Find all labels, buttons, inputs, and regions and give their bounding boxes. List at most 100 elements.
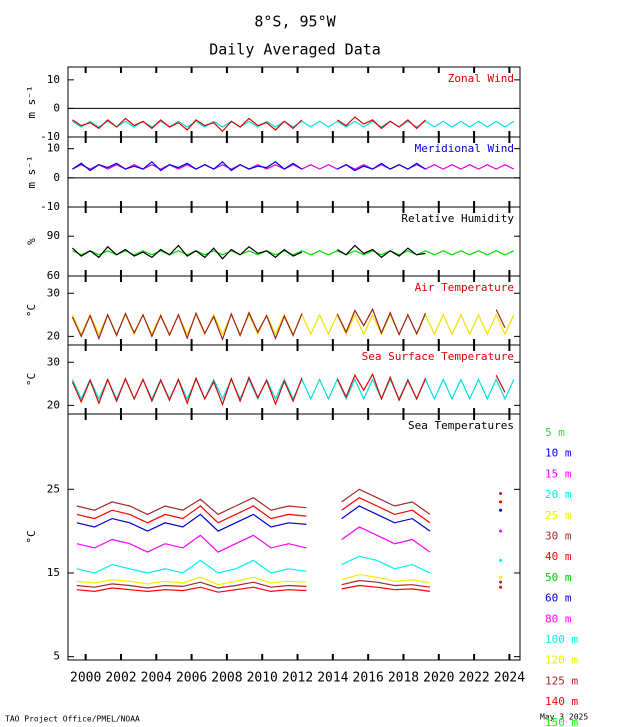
x-tick-label: 2022 (458, 671, 489, 686)
legend-label: 140 m (545, 695, 578, 708)
y-tick-label: 60 (47, 269, 60, 282)
chart-subtitle: Daily Averaged Data (209, 41, 381, 59)
data-point (499, 585, 503, 589)
legend-label: 5 m (545, 426, 565, 439)
data-line (72, 160, 303, 172)
panel-title: Relative Humidity (401, 212, 514, 225)
data-line (71, 311, 303, 342)
legend-label: 25 m (545, 509, 572, 522)
data-point (499, 575, 503, 579)
data-line (336, 307, 427, 337)
panel-frame (67, 413, 521, 661)
data-line (76, 497, 307, 516)
y-tick-label: 90 (47, 229, 60, 242)
data-line (71, 244, 303, 260)
y-tick-label: 20 (47, 329, 60, 342)
legend-label: 15 m (545, 467, 572, 480)
x-tick-label: 2014 (317, 671, 348, 686)
data-line (336, 372, 427, 402)
y-tick-label: 20 (47, 398, 60, 411)
x-tick-label: 2006 (176, 671, 207, 686)
legend-label: 120 m (545, 654, 578, 667)
legend-label: 80 m (545, 612, 572, 625)
legend-label: 60 m (545, 592, 572, 605)
y-tick-label: 0 (53, 101, 60, 114)
y-tick-label: -10 (40, 200, 60, 213)
data-line (71, 375, 303, 407)
data-line (76, 534, 307, 553)
y-tick-label: 0 (53, 171, 60, 184)
y-axis-label: m s⁻¹ (25, 155, 38, 188)
x-tick-label: 2002 (105, 671, 136, 686)
legend-label: 30 m (545, 530, 572, 543)
data-line (72, 117, 303, 133)
legend-label: 100 m (545, 633, 578, 646)
data-line (336, 244, 426, 259)
data-line (76, 581, 307, 589)
date: May 3 2025 (540, 713, 588, 722)
x-tick-label: 2024 (494, 671, 525, 686)
data-point (499, 500, 503, 504)
y-axis-label: °C (25, 304, 38, 317)
y-axis-label: °C (25, 373, 38, 386)
data-line (341, 505, 431, 532)
data-line (495, 374, 506, 393)
data-point (499, 558, 503, 562)
y-tick-label: 30 (47, 286, 60, 299)
data-point (499, 491, 503, 495)
credit: TAO Project Office/PMEL/NOAA (5, 715, 140, 724)
y-tick-label: 10 (47, 73, 60, 86)
data-line (72, 250, 515, 256)
panel-title: Sea Surface Temperature (362, 350, 514, 363)
x-tick-label: 2018 (388, 671, 419, 686)
legend-label: 20 m (545, 488, 572, 501)
data-line (76, 513, 307, 532)
data-line (337, 162, 426, 172)
y-tick-label: 15 (47, 566, 60, 579)
panel-title: Meridional Wind (415, 142, 514, 155)
y-axis-label: °C (25, 530, 38, 543)
y-tick-label: 10 (47, 142, 60, 155)
y-axis-label: m s⁻¹ (25, 85, 38, 118)
chart-title: 8°S, 95°W (254, 13, 336, 31)
y-tick-label: 5 (53, 650, 60, 663)
data-line (76, 586, 307, 593)
x-tick-label: 2004 (141, 671, 172, 686)
data-line (341, 574, 431, 584)
x-tick-label: 2008 (211, 671, 242, 686)
data-point (499, 508, 503, 512)
x-tick-label: 2010 (247, 671, 278, 686)
data-point (499, 580, 503, 584)
y-tick-label: 30 (47, 355, 60, 368)
data-line (495, 309, 506, 329)
x-tick-label: 2016 (353, 671, 384, 686)
x-tick-label: 2012 (282, 671, 313, 686)
data-line (76, 559, 307, 574)
data-line (341, 584, 431, 592)
data-line (341, 579, 431, 588)
data-line (76, 576, 307, 586)
x-tick-label: 2000 (70, 671, 101, 686)
legend-label: 125 m (545, 674, 578, 687)
panel-title: Air Temperature (415, 281, 514, 294)
legend-label: 10 m (545, 447, 572, 460)
legend-label: 50 m (545, 571, 572, 584)
data-line (76, 505, 307, 524)
data-line (72, 120, 515, 128)
data-point (499, 529, 503, 533)
data-line (341, 497, 431, 524)
data-line (341, 526, 431, 553)
panel-title: Sea Temperatures (408, 419, 514, 432)
legend-label: 150 m (545, 716, 578, 727)
x-tick-label: 2020 (423, 671, 454, 686)
data-line (72, 164, 515, 170)
data-line (336, 116, 426, 130)
panel-title: Zonal Wind (448, 72, 514, 85)
y-tick-label: 25 (47, 482, 60, 495)
data-line (341, 555, 431, 574)
legend-label: 40 m (545, 550, 572, 563)
y-axis-label: % (25, 238, 38, 245)
data-line (341, 488, 431, 515)
